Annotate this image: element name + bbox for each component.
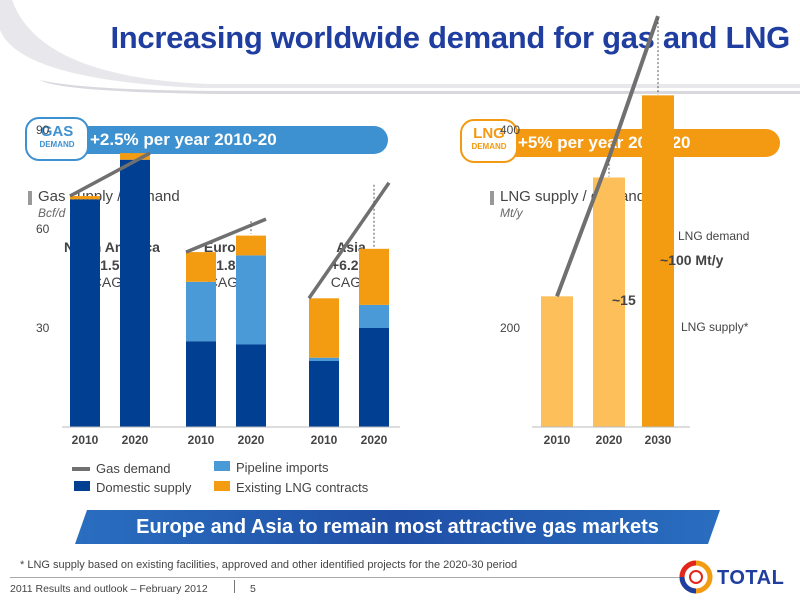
gas-x-tick: 2010 xyxy=(188,433,215,447)
gas-demand-line xyxy=(307,181,391,300)
legend-swatch-lng-contracts xyxy=(214,481,230,491)
footnote: * LNG supply based on existing facilitie… xyxy=(20,559,518,571)
total-logo-icon xyxy=(679,560,713,594)
lng-gap-2030-label: ~100 Mt/y xyxy=(660,252,724,268)
lng-demand-line xyxy=(555,15,660,298)
footer-separator xyxy=(234,580,235,593)
lng-supply-label: LNG supply* xyxy=(681,320,749,334)
lng-gap-2020-label: ~15 xyxy=(612,292,636,308)
legend-swatch-pipeline xyxy=(214,461,230,471)
legend-label-lng-contracts: Existing LNG contracts xyxy=(236,480,369,495)
lng-pill-title: LNG xyxy=(473,125,505,142)
gas-x-tick: 2010 xyxy=(72,433,99,447)
gas-section-marker xyxy=(28,191,32,205)
gas-chart-unit: Bcf/d xyxy=(38,206,66,220)
bar-segment xyxy=(309,357,339,361)
gas-demand-pill: GAS DEMAND xyxy=(25,117,89,161)
lng-y-tick: 400 xyxy=(500,123,520,137)
gas-y-tick: 60 xyxy=(36,222,50,236)
bar-segment xyxy=(236,255,266,345)
bar-segment xyxy=(236,235,266,256)
conclusion-banner xyxy=(75,510,720,544)
gas-pill-title: GAS xyxy=(40,123,74,140)
lng-section-marker xyxy=(490,191,494,205)
legend-swatches xyxy=(72,461,230,491)
gas-pill-subtitle: DEMAND xyxy=(39,140,75,149)
lng-supply-bar xyxy=(541,296,573,427)
lng-chart: 200 400 2010 2020 2030 ~15 ~100 Mt/y LNG demand… xyxy=(500,15,749,447)
legend-swatch-domestic xyxy=(74,481,90,491)
lng-demand-label: LNG demand xyxy=(678,229,749,243)
lng-pill-subtitle: DEMAND xyxy=(471,142,507,151)
page-number: 5 xyxy=(250,583,256,595)
bar-segment xyxy=(186,341,216,427)
bar-segment xyxy=(70,199,100,427)
footer-divider xyxy=(10,577,680,578)
bar-segment xyxy=(120,159,150,427)
gas-x-tick: 2020 xyxy=(238,433,265,447)
page-title: Increasing worldwide demand for gas and … xyxy=(110,20,790,55)
total-logo-text: TOTAL xyxy=(717,567,785,589)
lng-supply-bar xyxy=(593,177,625,427)
lng-x-tick: 2010 xyxy=(544,433,571,447)
bar-segment xyxy=(359,304,389,328)
lng-supply-bar xyxy=(642,95,674,427)
lng-chart-unit: Mt/y xyxy=(500,206,523,220)
lng-x-tick: 2030 xyxy=(645,433,672,447)
bar-segment xyxy=(120,153,150,160)
bar-segment xyxy=(236,344,266,427)
gas-demand-banner: +2.5% per year 2010-20 xyxy=(70,126,388,154)
gas-x-tick: 2010 xyxy=(311,433,338,447)
bar-segment xyxy=(70,196,100,200)
lng-demand-pill: LNG DEMAND xyxy=(460,119,518,163)
legend-label-gas-demand: Gas demand xyxy=(96,461,171,476)
lng-demand-banner: +5% per year 2010-20 xyxy=(500,129,780,157)
conclusion-text: Europe and Asia to remain most attractiv… xyxy=(136,516,659,538)
gas-y-tick: 90 xyxy=(36,123,50,137)
legend-label-pipeline: Pipeline imports xyxy=(236,460,329,475)
gas-y-tick: 30 xyxy=(36,321,50,335)
header-swoosh xyxy=(0,0,800,94)
gas-demand-line xyxy=(69,151,151,198)
gas-banner-text: +2.5% per year 2010-20 xyxy=(90,130,277,149)
gas-demand-line xyxy=(185,217,267,254)
gas-x-tick: 2020 xyxy=(361,433,388,447)
legend-label-domestic: Domestic supply xyxy=(96,480,192,495)
bar-segment xyxy=(186,252,216,282)
lng-x-tick: 2020 xyxy=(596,433,623,447)
footer-source: 2011 Results and outlook – February 2012 xyxy=(10,583,208,595)
gas-x-tick: 2020 xyxy=(122,433,149,447)
bar-segment xyxy=(309,361,339,427)
bar-segment xyxy=(359,248,389,305)
bar-segment xyxy=(309,298,339,358)
bar-segment xyxy=(359,328,389,427)
bar-segment xyxy=(186,281,216,342)
lng-y-tick: 200 xyxy=(500,321,520,335)
